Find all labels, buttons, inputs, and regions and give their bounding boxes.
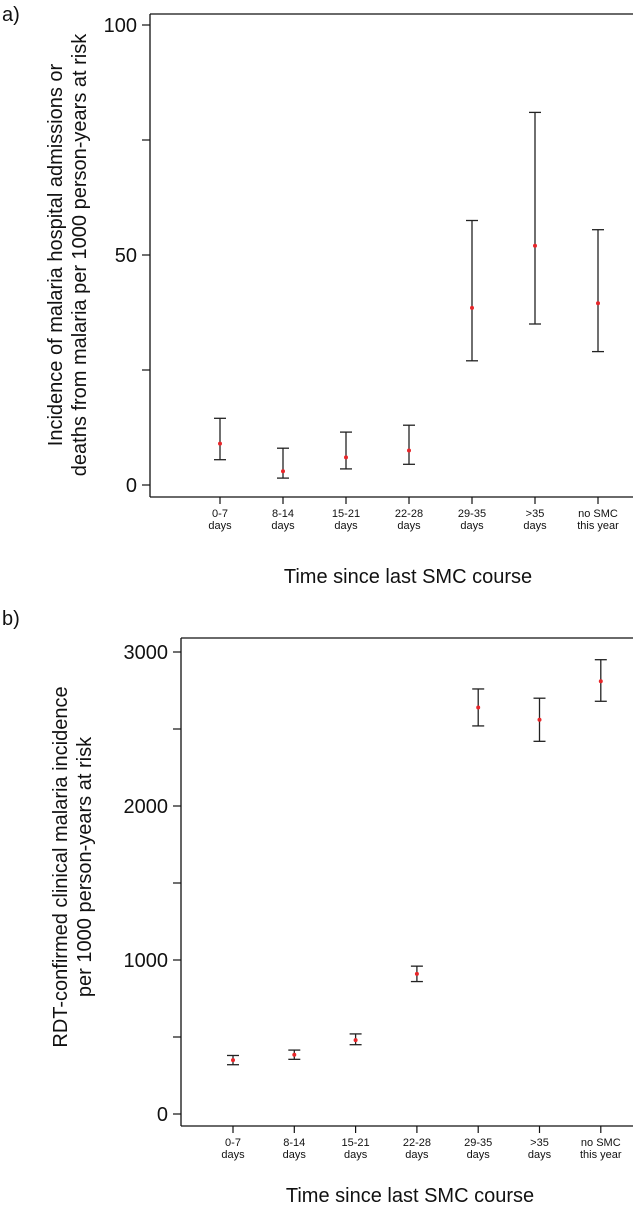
x-tick-label: 22-28 days bbox=[395, 508, 423, 532]
data-point bbox=[476, 705, 481, 710]
y-tick-label: 3000 bbox=[124, 642, 169, 664]
x-axis-title: Time since last SMC course bbox=[284, 566, 532, 588]
x-tick-label: 8-14 days bbox=[271, 508, 295, 532]
data-point bbox=[537, 717, 542, 722]
y-tick-label: 0 bbox=[126, 475, 137, 497]
x-tick-label: >35 days bbox=[523, 508, 547, 532]
chart-b: 0 1000 2000 3000 0-7 days 8-14 days 15-21 days 22-… bbox=[50, 637, 633, 1207]
y-axis-title: RDT-confirmed clinical malaria incidence… bbox=[50, 686, 96, 1047]
data-point bbox=[231, 1058, 235, 1063]
x-tick-label: 22-28 days bbox=[403, 1137, 431, 1161]
x-tick-label: 0-7 days bbox=[208, 508, 232, 532]
x-tick-label: 8-14 days bbox=[283, 1137, 307, 1161]
x-tick-label: no SMC this year bbox=[577, 508, 619, 532]
y-tick-label: 1000 bbox=[124, 950, 169, 972]
data-point bbox=[533, 243, 537, 248]
y-tick-label: 0 bbox=[157, 1104, 168, 1126]
data-point bbox=[414, 971, 419, 976]
y-tick-label: 50 bbox=[115, 245, 137, 267]
x-tick-label: 0-7 days bbox=[221, 1137, 245, 1161]
y-tick-label: 2000 bbox=[124, 796, 169, 818]
panel-b-label: b) bbox=[2, 608, 20, 630]
data-point bbox=[218, 441, 222, 446]
y-axis-title: Incidence of malaria hospital admissions… bbox=[45, 33, 91, 476]
y-tick-label: 100 bbox=[104, 15, 137, 37]
data-point bbox=[292, 1052, 297, 1057]
x-tick-label: 15-21 days bbox=[332, 508, 360, 532]
data-point bbox=[596, 301, 600, 306]
panel-a-label: a) bbox=[2, 4, 20, 26]
data-point bbox=[407, 448, 411, 453]
data-point bbox=[344, 455, 348, 460]
x-axis-title: Time since last SMC course bbox=[286, 1185, 534, 1207]
chart-a: 0 50 100 0-7 days 8-14 days 15-21 days 22-28 days 2… bbox=[45, 13, 633, 588]
data-point bbox=[470, 305, 474, 310]
x-tick-label: no SMC this year bbox=[580, 1137, 622, 1161]
x-tick-label: 15-21 days bbox=[342, 1137, 370, 1161]
x-tick-label: >35 days bbox=[528, 1137, 552, 1161]
x-tick-label: 29-35 days bbox=[464, 1137, 492, 1161]
data-point bbox=[598, 679, 603, 684]
data-point bbox=[281, 469, 285, 474]
data-point bbox=[353, 1038, 358, 1043]
x-tick-label: 29-35 days bbox=[458, 508, 486, 532]
